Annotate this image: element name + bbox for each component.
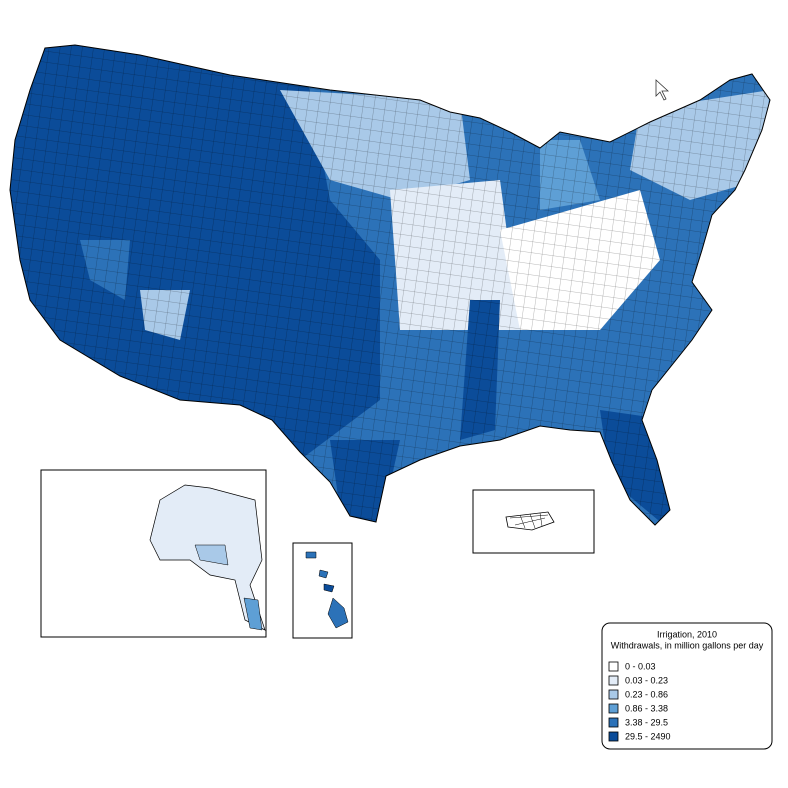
legend-swatch	[608, 717, 619, 728]
legend-swatch	[608, 703, 619, 714]
legend-swatch	[608, 675, 619, 686]
legend-swatch	[608, 731, 619, 742]
legend-box	[601, 622, 773, 750]
legend-label: 0 - 0.03	[625, 661, 656, 671]
legend-swatch	[608, 661, 619, 672]
legend-label: 0.86 - 3.38	[625, 703, 668, 713]
legend-title: Irrigation, 2010	[657, 629, 717, 639]
legend: Irrigation, 2010 Withdrawals, in million…	[601, 622, 773, 750]
legend-swatch	[608, 689, 619, 700]
legend-label: 29.5 - 2490	[625, 731, 671, 741]
legend-subtitle: Withdrawals, in million gallons per day	[611, 640, 764, 650]
legend-label: 0.03 - 0.23	[625, 675, 668, 685]
us-outline	[9, 44, 771, 526]
hawaii-inset	[292, 542, 353, 639]
legend-items: 0 - 0.03 0.03 - 0.23 0.23 - 0.86 0.86 - 3.3…	[608, 661, 671, 742]
legend-label: 0.23 - 0.86	[625, 689, 668, 699]
alaska-inset	[40, 469, 267, 638]
conterminous-us	[10, 45, 770, 525]
puerto-rico-inset	[472, 489, 595, 554]
legend-label: 3.38 - 29.5	[625, 717, 668, 727]
cursor	[655, 79, 670, 101]
